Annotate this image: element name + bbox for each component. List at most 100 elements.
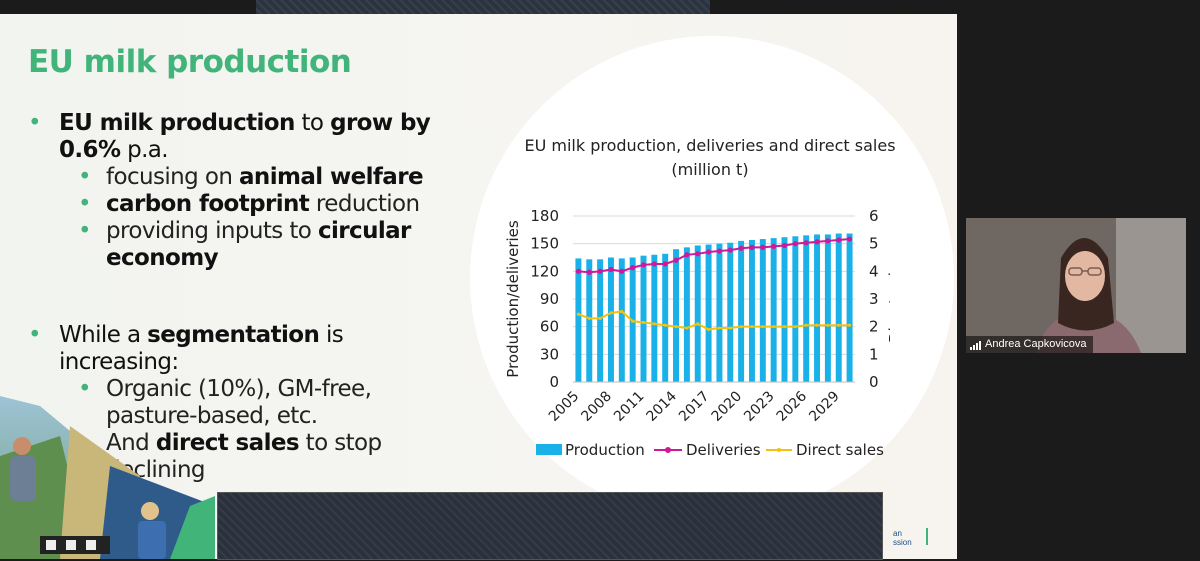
bullet-text: While a [59,322,148,348]
direct-sales-point [685,326,689,330]
direct-sales-point [641,320,646,325]
y2-axis-label: Direct sales [886,255,890,343]
deliveries-point [836,237,842,243]
y-tick-label: 60 [540,318,559,336]
presentation-slide: EU milk production EU milk production to… [0,14,957,559]
direct-sales-point [598,316,602,320]
legend-deliveries-marker [665,447,671,453]
logo-text-line1: an [893,529,902,538]
direct-sales-line [578,310,850,331]
subbullet-circular-economy: providing inputs to circular economy [28,218,468,272]
production-bar [597,259,604,382]
y-tick-label: 120 [530,262,559,280]
direct-sales-point [620,309,624,314]
deliveries-point [597,268,603,274]
direct-sales-point [782,325,787,329]
production-bar [781,237,788,382]
direct-sales-point [750,325,754,329]
direct-sales-point [609,311,613,315]
subbullet-organic: Organic (10%), GM-free, pasture-based, e… [28,376,468,430]
y-tick-label: 0 [549,373,559,391]
bullet-text: Organic (10%), GM-free, pasture-based, e… [106,376,372,429]
direct-sales-point [587,316,591,320]
production-bar [727,242,734,382]
y2-tick-label: 5 [869,235,879,253]
direct-sales-point [793,325,797,329]
deliveries-point [608,266,614,273]
bullet-text: is increasing: [59,322,344,375]
legend-direct-sales-label: Direct sales [796,441,884,459]
direct-sales-point [826,323,830,327]
bullet-text: And [106,430,156,456]
production-bar [586,259,593,382]
production-bar [748,239,755,382]
legend-deliveries-label: Deliveries [686,441,761,459]
bullet-text: p.a. [120,137,169,163]
y2-tick-label: 1 [869,345,879,363]
production-bar [759,239,766,382]
deliveries-point [586,269,592,275]
production-bar [640,255,647,382]
y2-tick-label: 0 [869,373,879,391]
y-tick-label: 150 [530,235,559,253]
bullet-text: to [294,110,331,136]
production-bar [662,253,669,382]
bullet-text: providing inputs to [106,218,318,244]
slide-title: EU milk production [28,44,352,80]
bullet-bold-text: segmentation [147,322,320,348]
participant-video-tile[interactable]: Andrea Capkovicova [966,218,1186,353]
milk-chart: 0 30 60 90 120 150 180 0 1 2 3 4 5 6 Production/delive… [504,207,890,459]
participant-name: Andrea Capkovicova [985,338,1087,350]
direct-sales-point [815,323,819,327]
x-tick-label: 2014 [644,388,681,425]
bullet-bold-text: animal welfare [239,164,424,190]
bullet-bold-text: direct sales [155,430,300,456]
y2-tick-label: 2 [869,318,879,336]
production-bar [618,258,625,382]
bullet-bold-text: carbon footprint [106,191,310,217]
legend-production-label: Production [565,441,645,459]
x-tick-label: 2005 [546,388,583,425]
direct-sales-point [739,325,743,329]
x-tick-label: 2026 [774,388,811,425]
y-tick-label: 180 [530,207,559,225]
farm-photo-collage [0,396,215,559]
deliveries-point [792,241,798,247]
legend-direct-sales-marker [777,448,781,452]
production-bar [694,245,701,382]
deliveries-point [684,252,690,258]
direct-sales-point [663,323,667,327]
y-tick-label: 30 [540,345,559,363]
y-tick-label: 90 [540,290,559,308]
x-tick-label: 2017 [676,388,713,425]
production-bar [792,236,799,382]
deliveries-point [803,240,809,246]
x-tick-label: 2008 [578,388,615,425]
production-bar [705,244,712,382]
deliveries-point [781,242,788,249]
signal-strength-icon [970,340,981,350]
bullet-list: EU milk production to grow by 0.6% p.a. … [28,110,468,484]
deliveries-point [727,247,733,253]
logo-text-line2: ssion [893,538,912,547]
deliveries-point [705,249,712,255]
eu-commission-logo: an ssion [893,529,912,547]
production-bar [651,254,658,382]
direct-sales-point [652,322,656,326]
deliveries-point [575,268,582,274]
deliveries-point [825,238,831,244]
y2-tick-label: 4 [869,262,879,280]
deliveries-point [738,245,744,251]
deliveries-point [630,265,636,271]
bullet-bold-text: EU milk production [59,110,295,136]
subbullet-carbon-footprint: carbon footprint reduction [28,191,468,218]
meeting-controls-bar[interactable] [217,492,883,560]
direct-sales-point [761,325,765,329]
bullet-bold-text: grow by 0.6% [59,110,431,163]
deliveries-point [673,257,679,263]
deliveries-point [640,262,647,268]
deliveries-point [619,268,625,274]
subbullet-animal-welfare: focusing on animal welfare [28,164,468,191]
direct-sales-point [847,323,852,327]
deliveries-point [749,244,755,250]
